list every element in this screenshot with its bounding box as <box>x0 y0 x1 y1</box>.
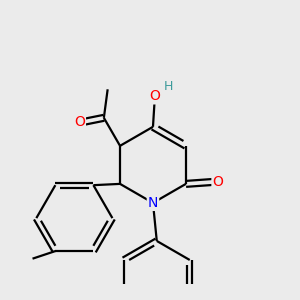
Text: O: O <box>74 115 85 129</box>
Text: O: O <box>212 175 223 189</box>
Text: H: H <box>164 80 173 93</box>
Text: O: O <box>149 89 160 103</box>
Text: N: N <box>148 196 158 210</box>
